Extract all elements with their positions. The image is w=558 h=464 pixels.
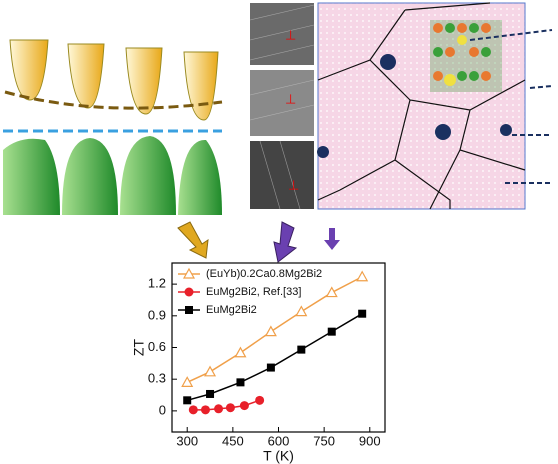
x-tick-label: 450: [222, 433, 244, 448]
point: [297, 345, 306, 354]
point: [236, 378, 245, 387]
micrographs: ⊥ ⊥ ⊥: [249, 3, 315, 210]
point: [206, 389, 215, 398]
point: [325, 286, 338, 298]
point: [234, 346, 247, 358]
band-diagram: [3, 39, 223, 215]
legend-label: EuMg2Bi2, Ref.[33]: [206, 286, 301, 298]
x-tick-label: 750: [313, 433, 335, 448]
y-tick-label: 0.3: [148, 371, 166, 386]
y-tick-label: 0.9: [148, 307, 166, 322]
x-tick-label: 600: [268, 433, 290, 448]
legend-label: EuMg2Bi2: [206, 304, 257, 316]
point: [200, 405, 210, 415]
svg-text:⊥: ⊥: [285, 91, 296, 106]
point: [327, 327, 336, 336]
y-tick-label: 1.2: [148, 276, 166, 291]
series-line: [187, 313, 363, 402]
y-axis-label: ZT: [131, 339, 147, 357]
point: [214, 404, 224, 414]
point: [188, 405, 198, 415]
point: [181, 376, 194, 387]
point: [183, 396, 192, 405]
point: [356, 270, 369, 282]
point: [255, 395, 265, 405]
legend-marker: [182, 267, 196, 279]
point: [204, 365, 217, 377]
grain-diagram: [317, 2, 553, 210]
legend-marker: [184, 287, 194, 297]
point: [358, 309, 367, 318]
svg-text:⊥: ⊥: [285, 27, 296, 42]
x-tick-label: 900: [359, 433, 381, 448]
point: [266, 363, 275, 372]
svg-text:⊥: ⊥: [288, 177, 299, 192]
y-tick-label: 0.6: [148, 339, 166, 354]
point: [295, 305, 308, 317]
legend-label: (EuYb)0.2Ca0.8Mg2Bi2: [206, 268, 322, 280]
point: [264, 325, 277, 337]
x-tick-label: 300: [176, 433, 198, 448]
arrows: [177, 221, 340, 263]
plot: 300 450 600 750 900 0 0.3 0.6 0.9 1.2 T (K) ZT (EuYb…: [131, 262, 386, 464]
legend-marker: [185, 306, 193, 314]
point: [225, 403, 235, 413]
point: [239, 401, 249, 411]
x-axis-label: T (K): [263, 448, 294, 464]
y-tick-label: 0: [159, 402, 166, 417]
